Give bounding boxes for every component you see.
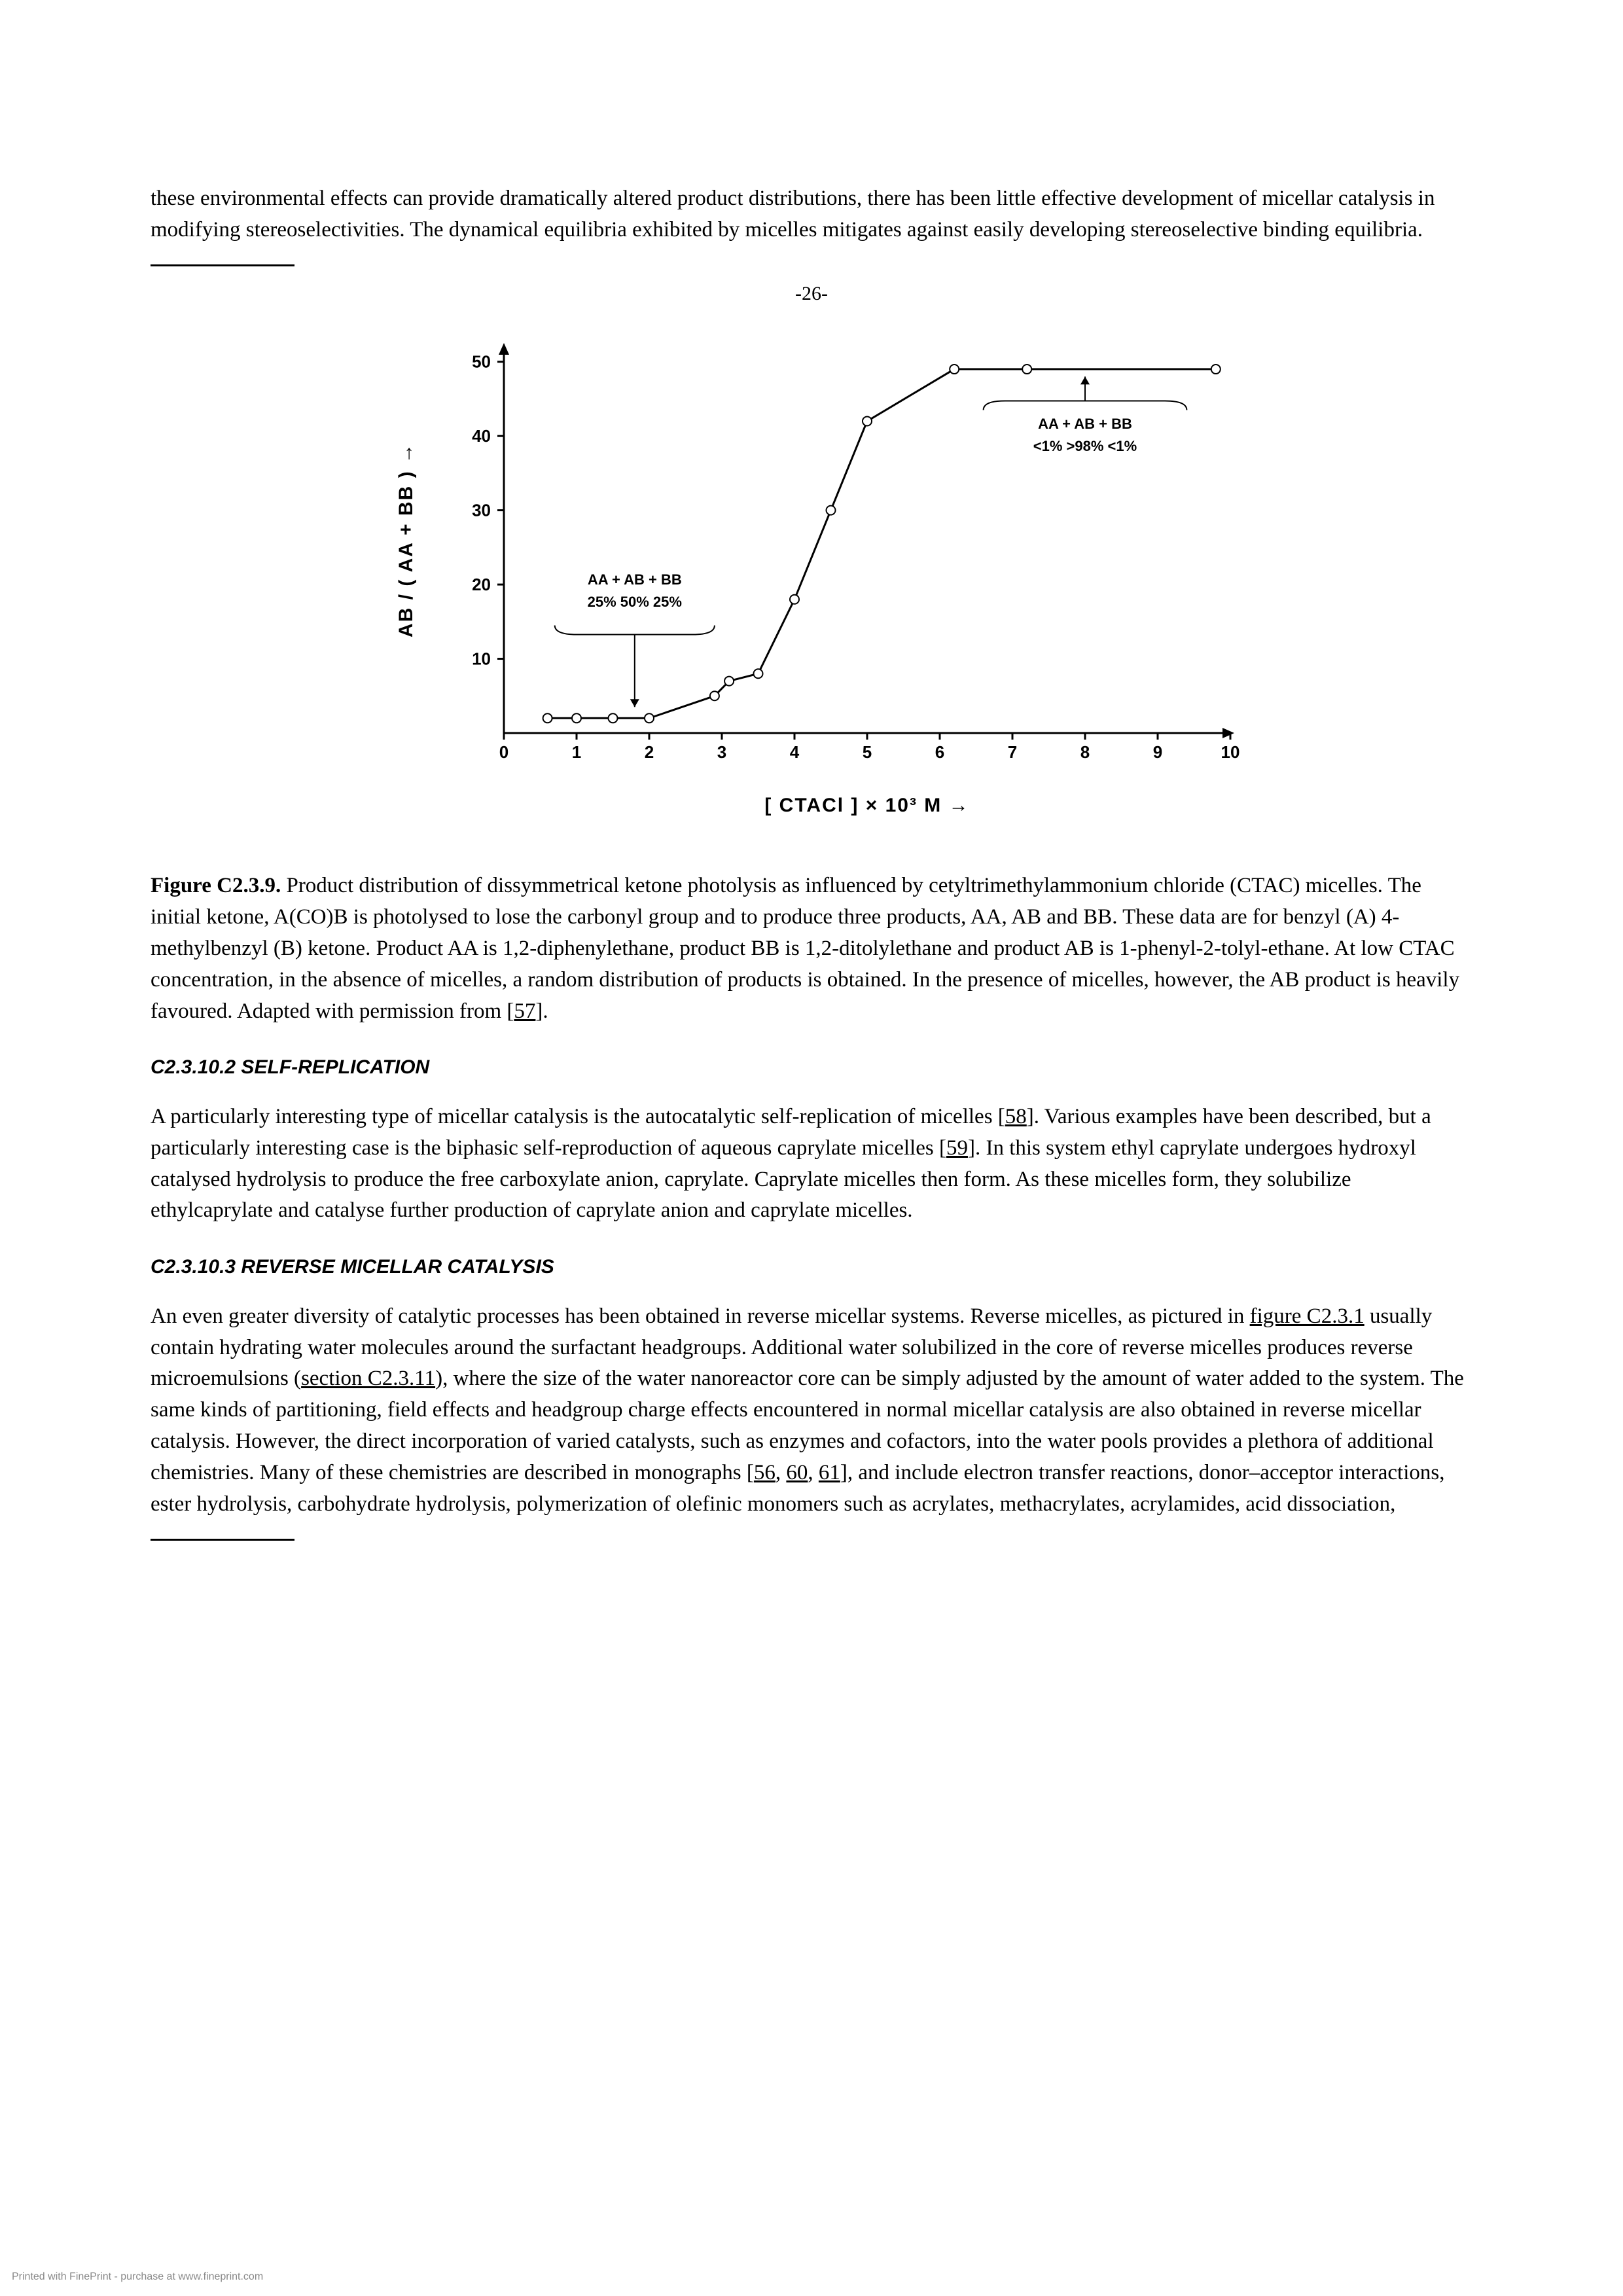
- svg-text:<1% >98% <1%: <1% >98% <1%: [1033, 438, 1137, 454]
- section-heading-self-replication: C2.3.10.2 SELF-REPLICATION: [151, 1053, 1472, 1082]
- ref-57[interactable]: 57: [514, 999, 535, 1023]
- ref-58[interactable]: 58: [1005, 1105, 1027, 1128]
- section2-body: An even greater diversity of catalytic p…: [151, 1301, 1472, 1520]
- divider-top: [151, 264, 294, 266]
- section1-body: A particularly interesting type of micel…: [151, 1102, 1472, 1227]
- svg-text:8: 8: [1080, 742, 1090, 762]
- link-section-c2311[interactable]: section C2.3.11: [301, 1367, 435, 1390]
- svg-text:2: 2: [645, 742, 654, 762]
- svg-text:10: 10: [1221, 742, 1240, 762]
- svg-text:5: 5: [863, 742, 872, 762]
- figure-caption-tail: ].: [535, 999, 548, 1023]
- svg-text:4: 4: [790, 742, 800, 762]
- svg-text:9: 9: [1153, 742, 1162, 762]
- ref-sep-2: ,: [808, 1461, 819, 1484]
- ref-59[interactable]: 59: [946, 1136, 968, 1160]
- figure-caption-text: Product distribution of dissymmetrical k…: [151, 874, 1459, 1022]
- intro-paragraph: these environmental effects can provide …: [151, 183, 1472, 246]
- figure-caption-bold: Figure C2.3.9.: [151, 874, 281, 897]
- section-heading-reverse-micellar: C2.3.10.3 REVERSE MICELLAR CATALYSIS: [151, 1253, 1472, 1282]
- ref-60[interactable]: 60: [786, 1461, 808, 1484]
- link-figure-c231[interactable]: figure C2.3.1: [1250, 1304, 1364, 1328]
- figure-caption: Figure C2.3.9. Product distribution of d…: [151, 870, 1472, 1027]
- figure-container: -26- 10 20 30 40 50 0 1 2 3 4 5 6 7 8 9 10 AB / ( AA + B…: [151, 279, 1472, 845]
- svg-text:30: 30: [472, 501, 491, 520]
- svg-text:AA + AB + BB: AA + AB + BB: [588, 571, 682, 588]
- svg-text:7: 7: [1008, 742, 1017, 762]
- svg-text:0: 0: [499, 742, 508, 762]
- svg-text:25% 50% 25%: 25% 50% 25%: [588, 594, 682, 610]
- section1-text-a: A particularly interesting type of micel…: [151, 1105, 1005, 1128]
- ref-56[interactable]: 56: [754, 1461, 776, 1484]
- svg-text:1: 1: [572, 742, 581, 762]
- svg-text:AA + AB + BB: AA + AB + BB: [1038, 416, 1132, 432]
- ref-61[interactable]: 61: [819, 1461, 840, 1484]
- divider-bottom: [151, 1539, 294, 1541]
- svg-text:6: 6: [935, 742, 944, 762]
- page-marker: -26-: [795, 279, 828, 308]
- svg-text:50: 50: [472, 352, 491, 372]
- svg-text:[ CTACl ] × 10³ M →: [ CTACl ] × 10³ M →: [764, 795, 969, 816]
- svg-text:20: 20: [472, 575, 491, 594]
- section2-text-a: An even greater diversity of catalytic p…: [151, 1304, 1250, 1328]
- footer-note: Printed with FinePrint - purchase at www…: [12, 2269, 263, 2284]
- ref-sep-1: ,: [776, 1461, 787, 1484]
- svg-text:AB / ( AA + BB ) →: AB / ( AA + BB ) →: [395, 442, 417, 637]
- svg-text:10: 10: [472, 649, 491, 669]
- chart: 10 20 30 40 50 0 1 2 3 4 5 6 7 8 9 10 AB / ( AA + BB ) →…: [353, 321, 1270, 844]
- svg-text:3: 3: [717, 742, 726, 762]
- svg-text:40: 40: [472, 426, 491, 446]
